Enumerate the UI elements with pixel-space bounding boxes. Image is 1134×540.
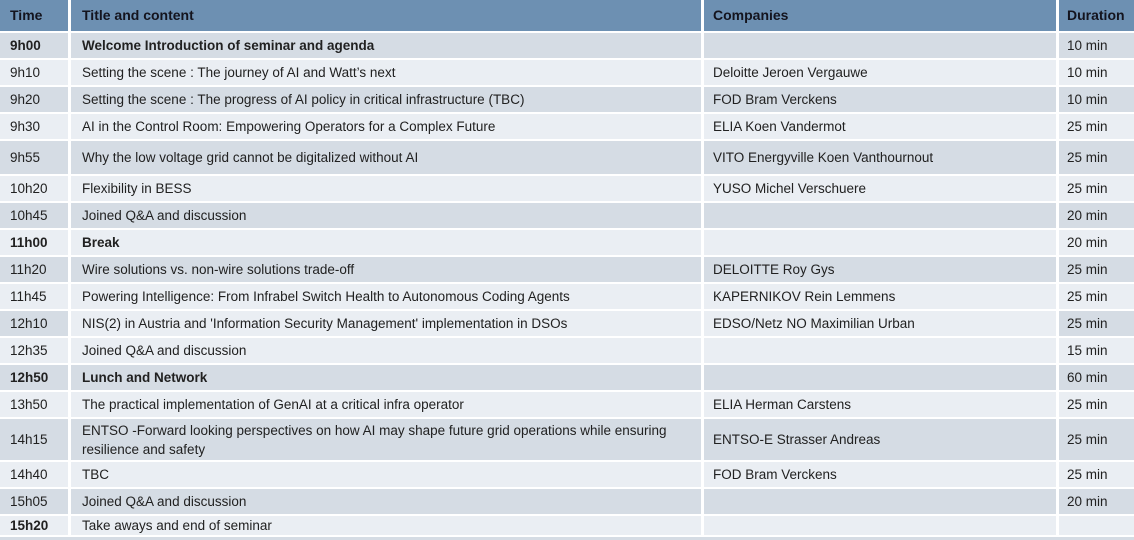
- time-cell: 9h55: [0, 141, 68, 174]
- companies-cell: [704, 203, 1056, 228]
- table-row: 14h15 ENTSO -Forward looking perspective…: [0, 419, 1134, 460]
- duration-cell: 25 min: [1059, 392, 1134, 417]
- table-row: 9h20 Setting the scene : The progress of…: [0, 87, 1134, 112]
- title-cell: Welcome Introduction of seminar and agen…: [71, 33, 701, 58]
- companies-cell: FOD Bram Verckens: [704, 462, 1056, 487]
- title-cell: Powering Intelligence: From Infrabel Swi…: [71, 284, 701, 309]
- column-header-title: Title and content: [71, 0, 701, 31]
- duration-cell: 10 min: [1059, 33, 1134, 58]
- title-cell: Take aways and end of seminar: [71, 516, 701, 535]
- time-cell: 9h00: [0, 33, 68, 58]
- duration-cell: 25 min: [1059, 311, 1134, 336]
- duration-cell: 25 min: [1059, 176, 1134, 201]
- table-row: 15h20 Take aways and end of seminar: [0, 516, 1134, 535]
- duration-cell: 25 min: [1059, 114, 1134, 139]
- table-row: 15h05 Joined Q&A and discussion 20 min: [0, 489, 1134, 514]
- companies-cell: [704, 338, 1056, 363]
- companies-cell: ENTSO-E Strasser Andreas: [704, 419, 1056, 460]
- companies-cell: [704, 33, 1056, 58]
- table-row: 14h40 TBC FOD Bram Verckens 25 min: [0, 462, 1134, 487]
- time-cell: 9h30: [0, 114, 68, 139]
- time-cell: 13h50: [0, 392, 68, 417]
- duration-cell: 25 min: [1059, 257, 1134, 282]
- duration-cell: 10 min: [1059, 87, 1134, 112]
- duration-cell: [1059, 516, 1134, 535]
- duration-cell: 20 min: [1059, 230, 1134, 255]
- title-cell: Why the low voltage grid cannot be digit…: [71, 141, 701, 174]
- column-header-companies: Companies: [704, 0, 1056, 31]
- duration-cell: 60 min: [1059, 365, 1134, 390]
- title-cell: Joined Q&A and discussion: [71, 203, 701, 228]
- column-header-duration: Duration: [1059, 0, 1134, 31]
- companies-cell: EDSO/Netz NO Maximilian Urban: [704, 311, 1056, 336]
- duration-cell: 20 min: [1059, 203, 1134, 228]
- companies-cell: VITO Energyville Koen Vanthournout: [704, 141, 1056, 174]
- title-cell: Joined Q&A and discussion: [71, 338, 701, 363]
- table-row: 12h10 NIS(2) in Austria and 'Information…: [0, 311, 1134, 336]
- companies-cell: [704, 516, 1056, 535]
- duration-cell: 25 min: [1059, 141, 1134, 174]
- table-row: 10h45 Joined Q&A and discussion 20 min: [0, 203, 1134, 228]
- companies-cell: Deloitte Jeroen Vergauwe: [704, 60, 1056, 85]
- time-cell: 9h20: [0, 87, 68, 112]
- companies-cell: ELIA Herman Carstens: [704, 392, 1056, 417]
- table-row: 9h55 Why the low voltage grid cannot be …: [0, 141, 1134, 174]
- companies-cell: [704, 489, 1056, 514]
- title-cell: Flexibility in BESS: [71, 176, 701, 201]
- title-cell: Setting the scene : The journey of AI an…: [71, 60, 701, 85]
- companies-cell: DELOITTE Roy Gys: [704, 257, 1056, 282]
- column-header-time: Time: [0, 0, 68, 31]
- companies-cell: [704, 365, 1056, 390]
- title-cell: Lunch and Network: [71, 365, 701, 390]
- table-row: 9h00 Welcome Introduction of seminar and…: [0, 33, 1134, 58]
- time-cell: 10h20: [0, 176, 68, 201]
- duration-cell: 25 min: [1059, 284, 1134, 309]
- time-cell: 15h05: [0, 489, 68, 514]
- time-cell: 12h50: [0, 365, 68, 390]
- time-cell: 12h35: [0, 338, 68, 363]
- time-cell: 15h20: [0, 516, 68, 535]
- time-cell: 14h40: [0, 462, 68, 487]
- title-cell: TBC: [71, 462, 701, 487]
- time-cell: 10h45: [0, 203, 68, 228]
- title-cell: Setting the scene : The progress of AI p…: [71, 87, 701, 112]
- companies-cell: KAPERNIKOV Rein Lemmens: [704, 284, 1056, 309]
- title-cell: AI in the Control Room: Empowering Opera…: [71, 114, 701, 139]
- time-cell: 11h00: [0, 230, 68, 255]
- table-row: 12h35 Joined Q&A and discussion 15 min: [0, 338, 1134, 363]
- title-cell: The practical implementation of GenAI at…: [71, 392, 701, 417]
- table-row: 9h30 AI in the Control Room: Empowering …: [0, 114, 1134, 139]
- title-cell: NIS(2) in Austria and 'Information Secur…: [71, 311, 701, 336]
- time-cell: 11h20: [0, 257, 68, 282]
- table-row: 12h50 Lunch and Network 60 min: [0, 365, 1134, 390]
- next-row-sliver: [0, 537, 1134, 540]
- duration-cell: 25 min: [1059, 419, 1134, 460]
- table-row: 11h20 Wire solutions vs. non-wire soluti…: [0, 257, 1134, 282]
- duration-cell: 15 min: [1059, 338, 1134, 363]
- table-header-row: Time Title and content Companies Duratio…: [0, 0, 1134, 31]
- companies-cell: YUSO Michel Verschuere: [704, 176, 1056, 201]
- time-cell: 14h15: [0, 419, 68, 460]
- title-cell: ENTSO -Forward looking perspectives on h…: [71, 419, 701, 460]
- duration-cell: 10 min: [1059, 60, 1134, 85]
- table-row: 9h10 Setting the scene : The journey of …: [0, 60, 1134, 85]
- title-cell: Wire solutions vs. non-wire solutions tr…: [71, 257, 701, 282]
- time-cell: 11h45: [0, 284, 68, 309]
- table-row: 11h45 Powering Intelligence: From Infrab…: [0, 284, 1134, 309]
- title-cell: Joined Q&A and discussion: [71, 489, 701, 514]
- duration-cell: 20 min: [1059, 489, 1134, 514]
- table-row: 11h00 Break 20 min: [0, 230, 1134, 255]
- title-cell: Break: [71, 230, 701, 255]
- time-cell: 9h10: [0, 60, 68, 85]
- companies-cell: FOD Bram Verckens: [704, 87, 1056, 112]
- time-cell: 12h10: [0, 311, 68, 336]
- table-row: 13h50 The practical implementation of Ge…: [0, 392, 1134, 417]
- duration-cell: 25 min: [1059, 462, 1134, 487]
- companies-cell: [704, 230, 1056, 255]
- table-row: 10h20 Flexibility in BESS YUSO Michel Ve…: [0, 176, 1134, 201]
- companies-cell: ELIA Koen Vandermot: [704, 114, 1056, 139]
